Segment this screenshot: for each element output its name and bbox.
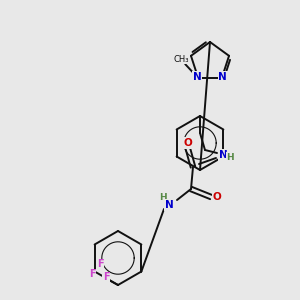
Text: H: H	[226, 152, 234, 161]
Text: N: N	[218, 72, 227, 82]
Text: N: N	[219, 150, 227, 160]
Text: H: H	[159, 193, 167, 202]
Text: CH₃: CH₃	[173, 55, 189, 64]
Text: O: O	[213, 192, 221, 202]
Text: F: F	[103, 272, 109, 282]
Text: F: F	[97, 259, 103, 269]
Text: F: F	[89, 269, 95, 279]
Text: N: N	[193, 72, 202, 82]
Text: N: N	[165, 200, 173, 210]
Text: O: O	[184, 138, 192, 148]
